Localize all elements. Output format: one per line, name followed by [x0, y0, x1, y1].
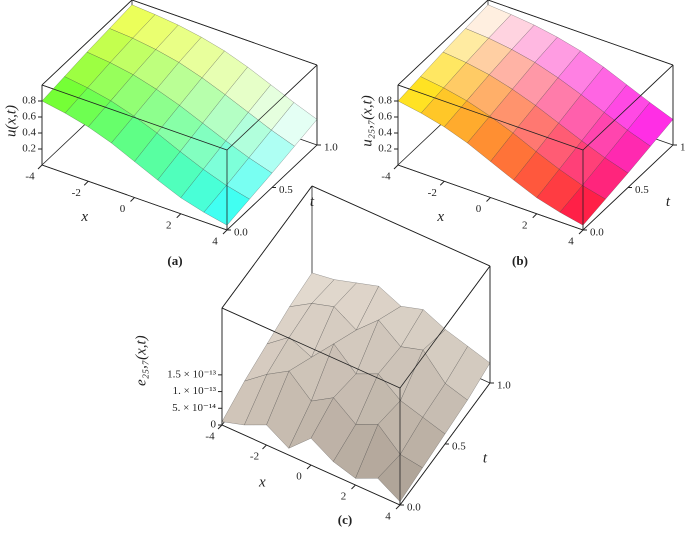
box-edge — [487, 0, 674, 66]
y-tick-label: 0.0 — [590, 227, 604, 239]
x-tick — [130, 197, 135, 202]
panel-label: (c) — [338, 512, 352, 527]
box-edge — [221, 307, 401, 389]
box-edge — [399, 265, 491, 389]
z-axis-label: e₂₅,₇(x,t) — [133, 335, 149, 386]
x-tick — [578, 229, 584, 235]
x-tick-label: -4 — [25, 171, 35, 183]
z-tick-label: 0.4 — [22, 127, 36, 139]
x-tick-label: -2 — [250, 451, 259, 463]
y-tick-label: 1.0 — [324, 142, 338, 154]
x-tick-label: 0 — [120, 203, 126, 215]
z-tick-label: 5. × 10⁻¹⁴ — [172, 402, 216, 414]
x-tick-label: 0 — [296, 471, 302, 483]
z-tick-label: 1. × 10⁻¹³ — [173, 385, 217, 397]
z-tick-label: 0.8 — [22, 95, 36, 107]
x-tick — [395, 504, 401, 510]
z-tick-label: 0.4 — [378, 127, 392, 139]
y-tick-label: 1.0 — [497, 380, 511, 392]
z-tick-label: 1.5 × 10⁻¹³ — [167, 368, 217, 380]
z-axis-label: u₂₅,₇(x,t) — [359, 95, 375, 146]
z-tick-label: 0.6 — [378, 111, 392, 123]
y-tick-label: 1.0 — [680, 142, 685, 154]
x-tick-label: 2 — [166, 219, 172, 231]
x-tick — [37, 164, 43, 170]
x-tick-label: -4 — [205, 431, 215, 443]
x-tick — [83, 180, 89, 186]
y-tick-label: 0.0 — [234, 227, 248, 239]
y-axis-label: t — [483, 450, 488, 466]
x-tick-label: -2 — [72, 187, 81, 199]
y-tick-label: 0.5 — [635, 184, 649, 196]
y-tick-label: 0.5 — [452, 441, 466, 453]
x-tick-label: 0 — [476, 203, 482, 215]
box-edge — [311, 185, 491, 267]
z-tick-label: 0.2 — [22, 143, 36, 155]
x-tick — [306, 464, 312, 470]
x-tick — [176, 213, 182, 219]
x-axis-label: x — [80, 209, 88, 225]
x-tick-label: 4 — [385, 511, 391, 523]
x-tick — [351, 484, 356, 490]
x-tick — [217, 424, 223, 430]
box-edge — [221, 185, 313, 309]
x-tick-label: 4 — [212, 236, 218, 248]
x-tick — [393, 164, 399, 170]
z-tick-label: 0.8 — [378, 95, 392, 107]
panel-label: (a) — [167, 253, 182, 268]
x-axis-label: x — [258, 474, 266, 490]
y-axis-label: t — [666, 194, 671, 210]
x-tick-label: -4 — [381, 171, 391, 183]
x-tick-label: 4 — [568, 236, 574, 248]
surface-patch — [221, 374, 268, 426]
x-tick-label: 2 — [522, 219, 528, 231]
z-axis-label: u(x,t) — [3, 105, 19, 137]
x-tick — [532, 213, 538, 219]
box-edge — [131, 0, 318, 66]
y-axis-label: t — [310, 194, 315, 210]
x-tick-label: -2 — [428, 187, 437, 199]
x-axis-label: x — [436, 209, 444, 225]
box-edge — [397, 84, 584, 151]
y-tick-label: 0.0 — [407, 502, 421, 514]
panel-label: (b) — [512, 253, 528, 268]
box-edge — [226, 64, 318, 151]
box-edge — [582, 64, 674, 151]
z-tick-label: 0 — [211, 419, 217, 431]
box-edge — [397, 0, 489, 86]
z-tick-label: 0.2 — [378, 143, 392, 155]
y-tick-label: 0.5 — [279, 184, 293, 196]
x-tick — [262, 444, 267, 450]
box-edge — [41, 0, 133, 86]
z-tick-label: 0.6 — [22, 111, 36, 123]
box-edge — [41, 84, 228, 151]
x-tick-label: 2 — [341, 491, 347, 503]
x-tick — [486, 197, 491, 202]
x-tick — [222, 229, 228, 235]
x-tick — [439, 180, 445, 186]
